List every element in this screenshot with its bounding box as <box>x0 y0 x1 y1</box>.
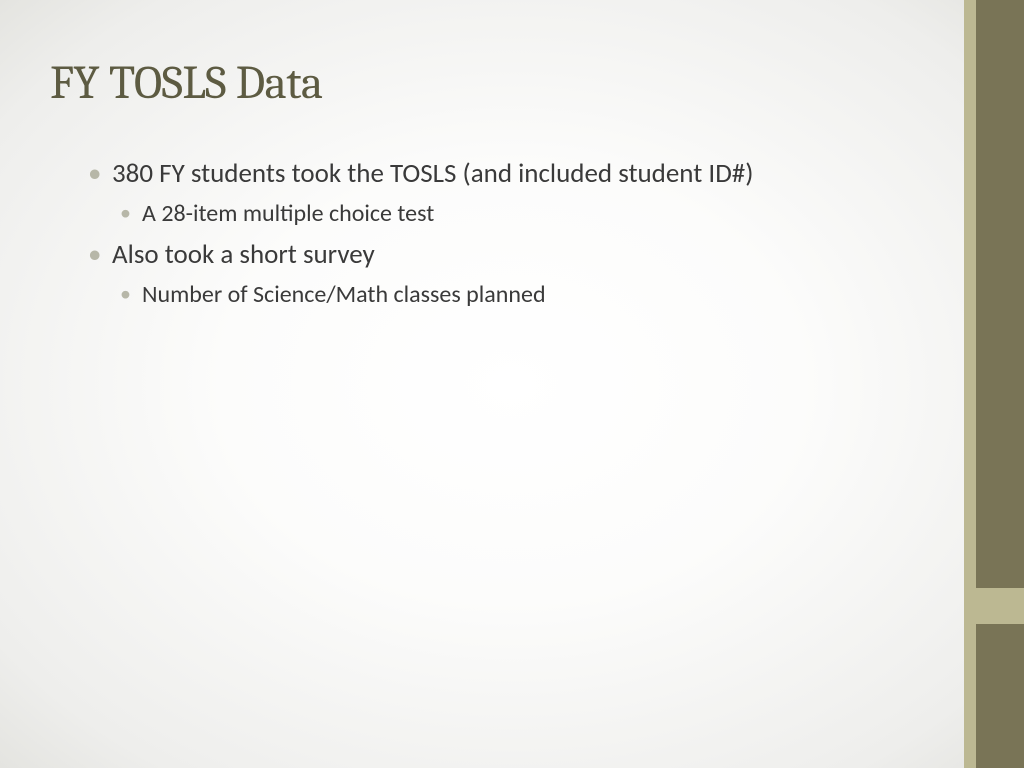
bullet-text: 380 FY students took the TOSLS (and incl… <box>112 157 753 190</box>
bullet-text: A 28-item multiple choice test <box>142 199 434 228</box>
decorative-stripe-dark <box>976 0 1024 768</box>
slide-title: FY TOSLS Data <box>50 56 974 110</box>
bullet-text: Also took a short survey <box>112 238 375 271</box>
bullet-level2: Number of Science/Math classes planned <box>120 279 974 311</box>
bullet-text: Number of Science/Math classes planned <box>142 280 546 309</box>
slide-container: FY TOSLS Data 380 FY students took the T… <box>0 0 1024 768</box>
bullet-level2: A 28-item multiple choice test <box>120 198 974 230</box>
bullet-level1: Also took a short survey <box>88 237 974 273</box>
bullet-list: 380 FY students took the TOSLS (and incl… <box>88 156 974 312</box>
bullet-level1: 380 FY students took the TOSLS (and incl… <box>88 156 974 192</box>
decorative-accent-block <box>964 588 1024 624</box>
decorative-stripe-light <box>964 0 976 768</box>
slide-content: 380 FY students took the TOSLS (and incl… <box>50 156 974 312</box>
